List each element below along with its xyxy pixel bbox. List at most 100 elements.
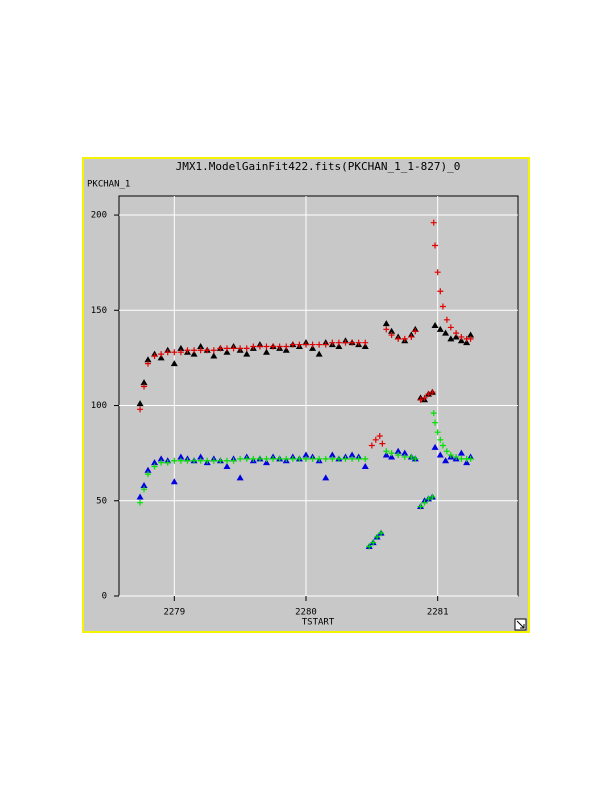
plus-point: [263, 343, 270, 350]
plus-point: [388, 450, 395, 457]
resize-icon[interactable]: [514, 618, 527, 631]
triangle-point: [262, 348, 270, 355]
plus-point: [439, 303, 446, 310]
plus-point: [408, 453, 415, 460]
triangle-point: [436, 325, 444, 332]
plus-point: [191, 457, 198, 464]
triangle-point: [210, 352, 218, 359]
triangle-point: [302, 451, 310, 458]
triangle-point: [136, 400, 144, 407]
triangle-point: [442, 457, 450, 464]
plus-point: [230, 345, 237, 352]
triangle-point: [328, 451, 336, 458]
plus-point: [355, 455, 362, 462]
plus-point: [276, 455, 283, 462]
plus-point: [230, 457, 237, 464]
plus-point: [368, 442, 375, 449]
plus-point: [243, 455, 250, 462]
plus-point: [401, 335, 408, 342]
plus-point: [329, 455, 336, 462]
plus-point: [467, 455, 474, 462]
triangle-point: [431, 443, 439, 450]
triangle-point: [157, 455, 165, 462]
plus-point: [439, 442, 446, 449]
plus-point: [296, 341, 303, 348]
triangle-point: [243, 350, 251, 357]
plus-point: [335, 455, 342, 462]
plus-point: [164, 459, 171, 466]
plus-point: [362, 339, 369, 346]
y-tick-label: 100: [91, 401, 107, 411]
plus-point: [263, 455, 270, 462]
plus-point: [335, 339, 342, 346]
triangle-point: [467, 331, 475, 338]
triangle-point: [452, 333, 460, 340]
y-tick-label: 200: [91, 211, 107, 221]
plus-point: [379, 440, 386, 447]
plus-point: [362, 455, 369, 462]
plus-point: [237, 455, 244, 462]
x-axis-label: TSTART: [302, 618, 335, 628]
plus-point: [256, 343, 263, 350]
plus-point: [453, 330, 460, 337]
triangle-point: [282, 346, 290, 353]
triangle-point: [315, 350, 323, 357]
plus-point: [425, 495, 432, 502]
plus-point: [210, 347, 217, 354]
plus-point: [378, 530, 385, 537]
plus-point: [322, 341, 329, 348]
plus-point: [210, 457, 217, 464]
plus-point: [283, 343, 290, 350]
triangle-point: [170, 478, 178, 485]
triangle-point: [348, 451, 356, 458]
plus-point: [412, 328, 419, 335]
triangle-point: [447, 335, 455, 342]
triangle-point: [223, 348, 231, 355]
triangle-point: [436, 451, 444, 458]
plus-point: [223, 345, 230, 352]
plus-point: [417, 396, 424, 403]
triangle-point: [262, 459, 270, 466]
plus-point: [217, 345, 224, 352]
triangle-point: [442, 329, 450, 336]
plus-point: [383, 326, 390, 333]
plus-point: [184, 347, 191, 354]
plus-point: [429, 493, 436, 500]
plus-point: [217, 457, 224, 464]
triangle-point: [463, 339, 471, 346]
plus-point: [171, 457, 178, 464]
plus-point: [395, 452, 402, 459]
plus-point: [374, 533, 381, 540]
plus-point: [421, 499, 428, 506]
triangle-point: [136, 493, 144, 500]
triangle-point: [335, 342, 343, 349]
plus-point: [191, 347, 198, 354]
plus-point: [355, 339, 362, 346]
plus-point: [376, 433, 383, 439]
plus-point: [164, 349, 171, 356]
plus-point: [322, 455, 329, 462]
plus-point: [237, 345, 244, 352]
triangle-point: [151, 459, 159, 466]
plus-point: [276, 343, 283, 350]
plus-point: [458, 333, 465, 340]
plus-point: [408, 333, 415, 340]
plus-point: [302, 455, 309, 462]
triangle-point: [170, 360, 178, 367]
x-tick-label: 2280: [295, 608, 317, 618]
plus-point: [443, 316, 450, 323]
x-tick-label: 2281: [427, 608, 449, 618]
triangle-point: [236, 474, 244, 481]
triangle-point: [144, 466, 152, 473]
plus-point: [144, 360, 151, 367]
plus-point: [349, 339, 356, 346]
plus-point: [144, 471, 151, 478]
plus-point: [289, 455, 296, 462]
triangle-point: [388, 453, 396, 460]
plus-point: [250, 455, 257, 462]
plus-point: [447, 452, 454, 459]
plus-point: [177, 349, 184, 356]
plus-point: [430, 410, 437, 417]
plus-point: [171, 349, 178, 356]
